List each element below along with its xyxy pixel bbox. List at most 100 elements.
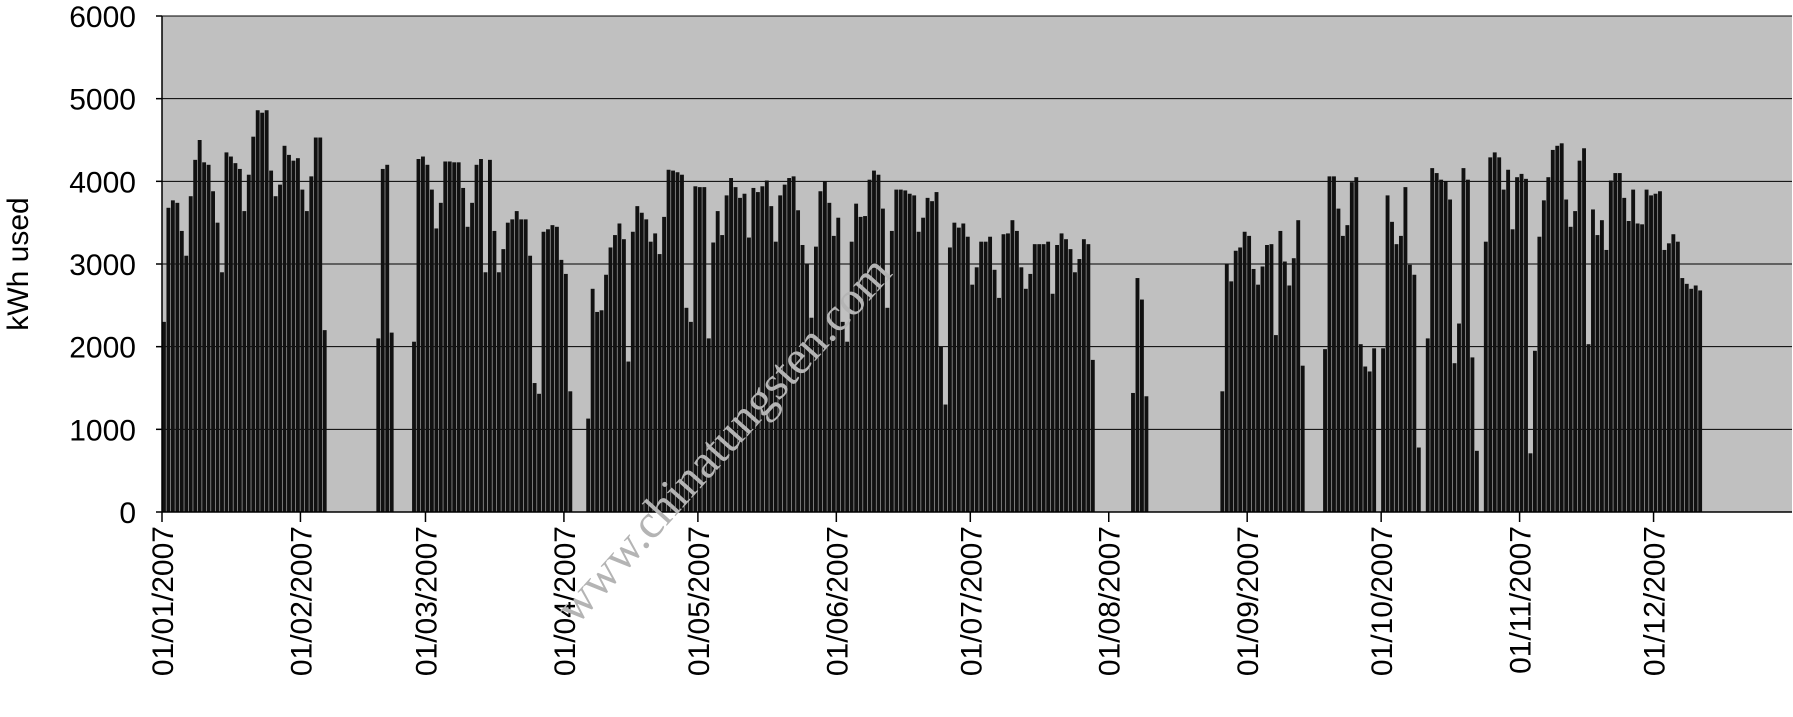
bar <box>791 176 796 512</box>
bar <box>1291 258 1296 512</box>
bar <box>519 219 524 513</box>
bar <box>1506 169 1511 512</box>
y-tick-label: 5000 <box>69 84 136 117</box>
bar <box>947 247 952 512</box>
bar <box>1256 284 1260 512</box>
bar <box>1631 189 1636 512</box>
bar <box>595 311 600 512</box>
bar <box>863 216 867 513</box>
bar <box>1367 371 1372 512</box>
bar <box>1140 299 1144 512</box>
bar <box>1698 290 1703 512</box>
bar <box>1269 244 1274 512</box>
bar <box>952 222 957 513</box>
x-tick-label: 01/11/2007 <box>1505 526 1538 674</box>
bar <box>505 222 510 513</box>
bar <box>1332 176 1336 512</box>
bar <box>1470 357 1475 512</box>
bar <box>1340 235 1345 512</box>
bar <box>1014 230 1019 512</box>
bar <box>1675 241 1680 512</box>
bar <box>300 189 305 512</box>
bar <box>675 172 680 513</box>
bar <box>992 269 997 512</box>
bar <box>872 170 876 512</box>
bar <box>170 200 175 512</box>
bar <box>1323 349 1327 512</box>
bar <box>796 210 801 512</box>
bar <box>729 178 734 512</box>
bar <box>778 195 783 512</box>
bar <box>800 244 805 513</box>
bar <box>1613 173 1618 512</box>
bar <box>1591 209 1595 512</box>
bar <box>264 110 269 513</box>
bar <box>849 241 854 512</box>
bar <box>769 206 774 512</box>
bar <box>1238 247 1243 512</box>
bar <box>657 254 662 512</box>
bar <box>697 187 702 512</box>
bar <box>260 112 265 512</box>
bar <box>599 310 604 512</box>
bar <box>563 273 568 512</box>
bar <box>228 156 233 512</box>
bar <box>304 211 309 512</box>
bar <box>175 202 180 512</box>
bar <box>885 307 890 512</box>
bar <box>925 197 930 512</box>
bar <box>604 274 608 512</box>
bar <box>429 189 434 512</box>
bar <box>1135 278 1140 512</box>
bar <box>738 197 742 512</box>
bar <box>1296 220 1301 512</box>
bar <box>1265 244 1269 513</box>
bar <box>1287 285 1292 512</box>
bar <box>889 230 894 512</box>
bar <box>1443 181 1448 512</box>
bar <box>501 249 506 512</box>
bar <box>684 307 689 512</box>
bar <box>1041 244 1046 512</box>
bar <box>1439 179 1444 512</box>
bar <box>1327 176 1332 512</box>
bar <box>930 201 934 513</box>
bar <box>1059 233 1064 512</box>
bar <box>523 219 528 513</box>
bar <box>1028 273 1033 512</box>
x-tick-label: 01/07/2007 <box>955 526 988 676</box>
bar <box>997 297 1001 512</box>
bar <box>1358 344 1363 512</box>
bar <box>1586 344 1591 512</box>
bar <box>537 393 541 512</box>
bar <box>1077 259 1082 512</box>
bar <box>755 192 760 512</box>
bar <box>1278 230 1283 512</box>
bar <box>1483 241 1488 512</box>
bar <box>287 154 291 512</box>
bar <box>1564 199 1569 512</box>
bar <box>894 189 899 512</box>
bar <box>443 161 448 513</box>
bar <box>907 193 912 513</box>
bar <box>1492 152 1497 512</box>
bar <box>465 226 470 513</box>
bar <box>608 247 613 512</box>
bar <box>470 202 475 512</box>
bar <box>1635 223 1640 513</box>
bar <box>1416 447 1421 512</box>
bar <box>1488 157 1493 513</box>
bar <box>635 206 640 512</box>
bar <box>903 190 908 512</box>
bar <box>246 174 251 512</box>
bar <box>711 242 716 512</box>
bar <box>983 241 988 512</box>
bar <box>1242 231 1247 512</box>
bar <box>715 211 720 512</box>
bar <box>1537 236 1542 512</box>
y-tick-label: 6000 <box>69 1 136 34</box>
bar <box>1515 177 1519 512</box>
y-tick-label: 1000 <box>69 414 136 447</box>
bar <box>693 186 698 513</box>
